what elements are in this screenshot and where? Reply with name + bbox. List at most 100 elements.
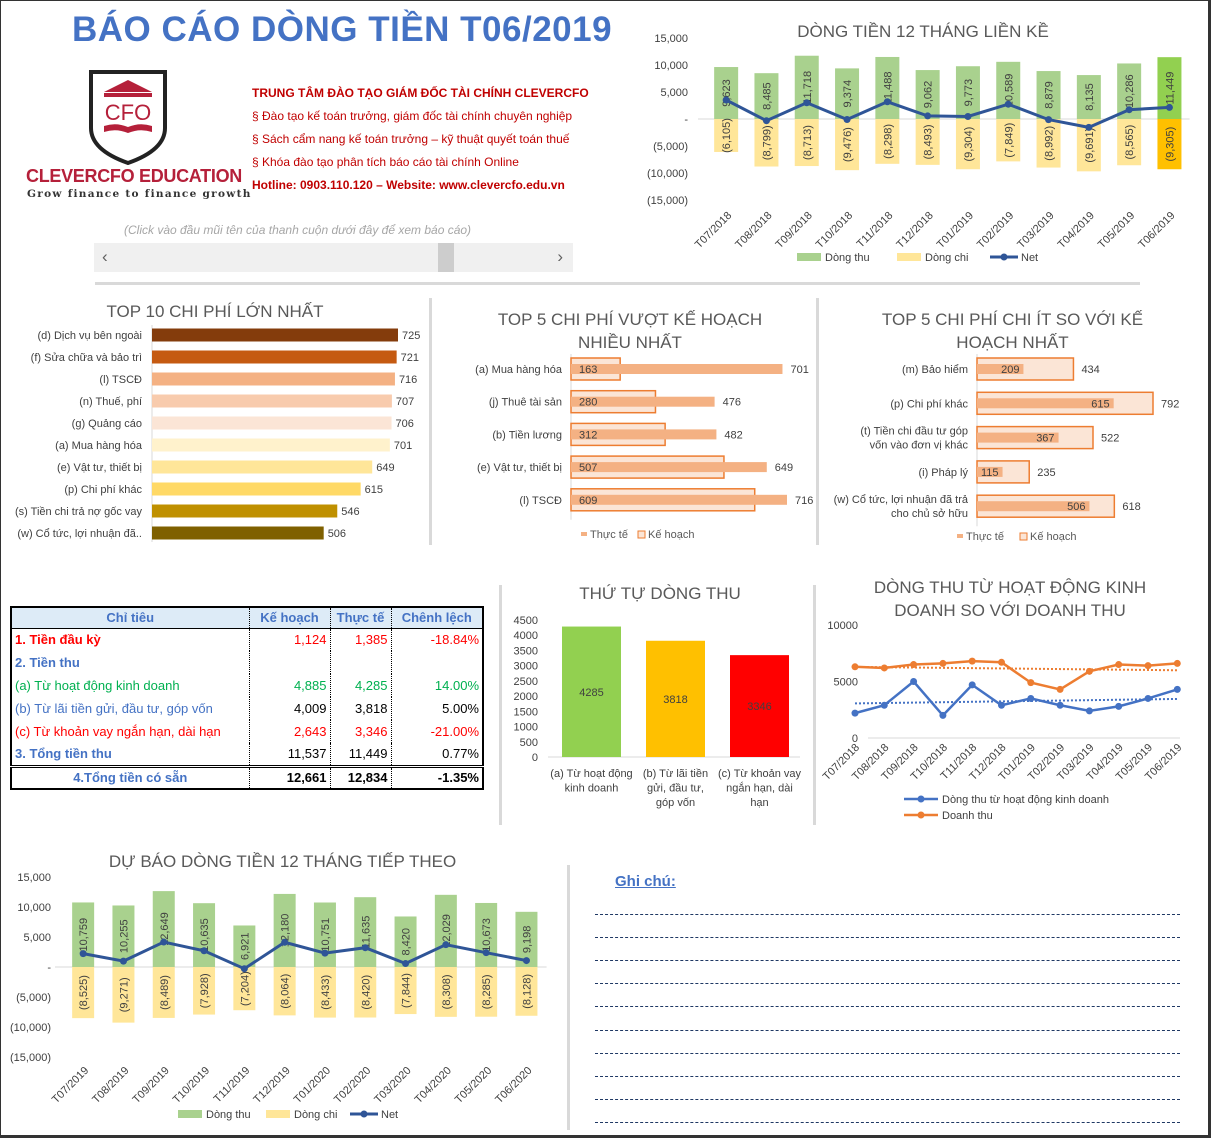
data-label-dong-thu: 12,649 — [159, 912, 171, 946]
y-tick-label: 4000 — [514, 630, 538, 642]
net-point — [843, 116, 851, 124]
scroll-left-arrow-icon[interactable]: ‹ — [102, 247, 108, 266]
data-label-dong-chi: (8,308) — [441, 974, 453, 1009]
data-label-thuc-te: 716 — [795, 495, 813, 507]
data-label-thuc-te: 476 — [723, 397, 741, 409]
table-row: (c) Từ khoản vay ngắn hạn, dài hạn 2,643 3… — [11, 720, 483, 743]
data-label-dong-thu: 11,635 — [360, 916, 372, 949]
bar-dong-chi — [1157, 119, 1182, 170]
series-point — [1085, 667, 1093, 675]
data-label-ke-hoach: 434 — [1081, 364, 1099, 376]
note-line[interactable] — [595, 1098, 1180, 1100]
data-label: 701 — [394, 440, 412, 452]
table-row: 2. Tiền thu — [11, 651, 483, 674]
y-tick-label: (5,000) — [653, 141, 688, 153]
chart-title-top5-under: TOP 5 CHI PHÍ CHI ÍT SO VỚI KẾ HOẠCH NHẤ… — [881, 310, 1144, 352]
scroll-thumb[interactable] — [438, 243, 454, 272]
note-line[interactable] — [595, 1006, 1180, 1008]
x-tick-label: T11/2018 — [855, 210, 896, 251]
bar-dong-chi — [1036, 119, 1061, 168]
y-tick-label: 1500 — [514, 706, 538, 718]
scroll-right-arrow-icon[interactable]: › — [557, 247, 563, 266]
report-scrollbar[interactable]: ‹ › — [94, 243, 573, 272]
y-tick-label: 3000 — [514, 661, 538, 673]
category-label: (s) Tiền chi trả nợ gốc vay — [15, 506, 143, 518]
net-point — [803, 99, 811, 107]
bar-dong-thu — [72, 902, 95, 967]
series-point — [1027, 679, 1035, 687]
row-diff: -18.84% — [390, 628, 483, 651]
y-tick-label: 15,000 — [17, 872, 51, 884]
data-label-dong-chi: (8,128) — [521, 974, 533, 1009]
y-tick-label: (15,000) — [647, 195, 688, 207]
category-label: (i) Pháp lý — [918, 467, 968, 479]
net-point — [79, 950, 87, 958]
x-tick-label: T04/2019 — [1056, 210, 1097, 251]
note-line[interactable] — [595, 914, 1180, 915]
data-label-dong-thu: 10,673 — [481, 918, 493, 952]
data-label-dong-thu: 8,485 — [761, 82, 773, 110]
data-label-thuc-te: 367 — [1036, 433, 1054, 445]
series-point — [880, 664, 888, 672]
series-point — [1056, 701, 1064, 709]
data-label-thuc-te: 649 — [775, 462, 793, 474]
category-label: (w) Cổ tức, lợi nhuận đã trả — [834, 494, 969, 506]
data-label-dong-chi: (8,285) — [481, 974, 493, 1009]
note-line[interactable] — [595, 1052, 1180, 1054]
bar-dong-thu — [1036, 71, 1061, 119]
net-point — [1165, 103, 1173, 111]
data-label: 649 — [376, 462, 394, 474]
note-line[interactable] — [595, 960, 1180, 962]
note-line[interactable] — [595, 983, 1180, 985]
total-label: 4.Tổng tiền có sẵn — [11, 764, 249, 789]
table-header-row: Chỉ tiêu Kế hoạch Thực tế Chênh lệch — [11, 607, 483, 629]
y-tick-label: 10,000 — [654, 60, 688, 72]
category-label: góp vốn — [656, 797, 695, 809]
net-point — [883, 98, 891, 106]
total-plan: 12,661 — [248, 764, 330, 789]
x-tick-label: T04/2020 — [413, 1065, 454, 1106]
category-label: ngắn hạn, dài — [726, 782, 793, 795]
note-line[interactable] — [595, 1075, 1180, 1077]
row-actual: 11,449 — [329, 743, 391, 766]
series-point — [939, 711, 947, 719]
legend-label-dong-chi: Dòng chi — [294, 1109, 337, 1121]
data-label-dong-thu: 12,180 — [280, 914, 292, 948]
bar-thuc-te — [571, 462, 767, 473]
bar — [152, 460, 373, 474]
y-tick-label: 3500 — [514, 645, 538, 657]
bar — [152, 416, 392, 430]
note-line[interactable] — [595, 937, 1180, 939]
row-diff: 0.77% — [390, 743, 483, 766]
net-line — [725, 98, 1170, 129]
bar-dong-chi — [475, 967, 498, 1017]
bar-dong-chi — [835, 119, 860, 171]
y-tick-label: 2000 — [514, 691, 538, 703]
bar-dong-thu — [794, 55, 819, 119]
bar — [152, 394, 392, 408]
chart-title-top10: TOP 10 CHI PHÍ LỚN NHẤT — [106, 302, 324, 321]
note-line[interactable] — [595, 1121, 1180, 1123]
bar-dong-thu — [434, 894, 457, 967]
legend-marker-net — [1000, 253, 1008, 261]
net-point — [964, 112, 972, 120]
bar-thuc-te — [977, 466, 1003, 477]
y-tick-label: 4500 — [514, 615, 538, 627]
cfo-logo-shield-icon: CFO — [89, 70, 167, 165]
data-label: 707 — [396, 396, 414, 408]
y-tick-label: (15,000) — [10, 1052, 51, 1064]
data-label-dong-chi: (8,992) — [1044, 126, 1056, 161]
legend-swatch-ke-hoach — [637, 530, 646, 539]
y-tick-label: 0 — [852, 733, 858, 745]
row-label: (c) Từ khoản vay ngắn hạn, dài hạn — [15, 724, 221, 739]
series-point — [880, 701, 888, 709]
data-label-dong-chi: (8,713) — [802, 125, 814, 160]
bar-thuc-te — [977, 432, 1059, 443]
data-label-ke-hoach: 235 — [1037, 467, 1055, 479]
series-line — [854, 679, 1178, 718]
net-point — [924, 112, 932, 120]
note-line[interactable] — [595, 1029, 1180, 1031]
y-tick-label: 2500 — [514, 676, 538, 688]
bar-dong-chi — [273, 967, 296, 1016]
brand-tagline: Grow finance to finance growth — [27, 188, 252, 200]
